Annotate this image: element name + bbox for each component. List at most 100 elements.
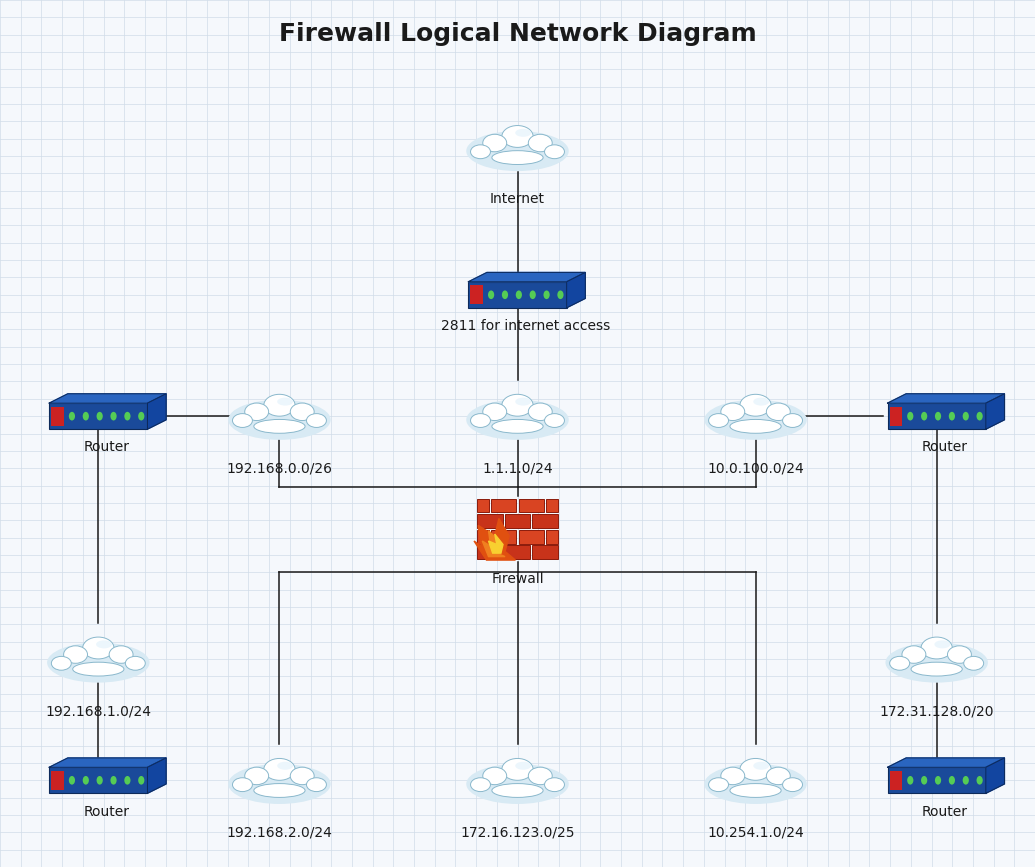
Ellipse shape — [68, 776, 76, 785]
Ellipse shape — [901, 646, 926, 663]
FancyBboxPatch shape — [50, 403, 148, 429]
Ellipse shape — [96, 641, 112, 649]
FancyBboxPatch shape — [532, 514, 558, 528]
Ellipse shape — [886, 642, 988, 682]
Text: Internet: Internet — [490, 192, 545, 206]
FancyBboxPatch shape — [546, 530, 558, 544]
Ellipse shape — [740, 394, 771, 416]
Ellipse shape — [921, 412, 927, 420]
Ellipse shape — [720, 403, 745, 420]
Ellipse shape — [471, 145, 491, 159]
Polygon shape — [985, 394, 1004, 429]
Ellipse shape — [544, 414, 564, 427]
Ellipse shape — [963, 412, 969, 420]
Ellipse shape — [963, 776, 969, 785]
Polygon shape — [985, 758, 1004, 793]
Polygon shape — [482, 531, 505, 557]
FancyBboxPatch shape — [888, 403, 985, 429]
Text: Router: Router — [922, 440, 968, 454]
Ellipse shape — [228, 400, 331, 440]
Ellipse shape — [528, 767, 553, 785]
Ellipse shape — [977, 776, 983, 785]
FancyBboxPatch shape — [470, 285, 482, 304]
Ellipse shape — [921, 776, 927, 785]
Ellipse shape — [907, 776, 914, 785]
Ellipse shape — [72, 662, 124, 676]
Ellipse shape — [753, 398, 769, 406]
Ellipse shape — [96, 776, 102, 785]
Ellipse shape — [125, 656, 145, 670]
Text: Firewall: Firewall — [492, 572, 543, 586]
FancyBboxPatch shape — [477, 545, 503, 559]
Ellipse shape — [492, 784, 543, 798]
Ellipse shape — [139, 412, 144, 420]
Ellipse shape — [111, 412, 117, 420]
FancyBboxPatch shape — [505, 545, 530, 559]
FancyBboxPatch shape — [505, 514, 530, 528]
Ellipse shape — [492, 151, 543, 165]
Text: 192.168.0.0/26: 192.168.0.0/26 — [227, 461, 332, 475]
Ellipse shape — [111, 776, 117, 785]
Polygon shape — [567, 272, 586, 308]
Polygon shape — [468, 272, 586, 282]
Ellipse shape — [766, 403, 791, 420]
Ellipse shape — [96, 412, 102, 420]
Ellipse shape — [907, 412, 914, 420]
FancyBboxPatch shape — [50, 767, 148, 793]
Text: 192.168.2.0/24: 192.168.2.0/24 — [227, 825, 332, 839]
Text: 10.254.1.0/24: 10.254.1.0/24 — [707, 825, 804, 839]
Ellipse shape — [471, 778, 491, 792]
Ellipse shape — [964, 656, 983, 670]
Ellipse shape — [264, 394, 295, 416]
Ellipse shape — [228, 764, 331, 804]
Ellipse shape — [482, 134, 507, 152]
Ellipse shape — [935, 641, 950, 649]
Ellipse shape — [290, 403, 315, 420]
Ellipse shape — [720, 767, 745, 785]
Ellipse shape — [83, 776, 89, 785]
Ellipse shape — [233, 778, 253, 792]
Ellipse shape — [740, 759, 771, 780]
Ellipse shape — [124, 412, 130, 420]
Ellipse shape — [557, 290, 563, 299]
Ellipse shape — [782, 778, 802, 792]
Ellipse shape — [502, 759, 533, 780]
Ellipse shape — [244, 403, 269, 420]
Polygon shape — [888, 394, 1004, 403]
Polygon shape — [148, 394, 166, 429]
Ellipse shape — [109, 646, 134, 663]
FancyBboxPatch shape — [546, 499, 558, 512]
Text: 172.16.123.0/25: 172.16.123.0/25 — [461, 825, 574, 839]
Ellipse shape — [264, 759, 295, 780]
Ellipse shape — [730, 420, 781, 434]
FancyBboxPatch shape — [52, 407, 63, 426]
Ellipse shape — [530, 290, 536, 299]
Ellipse shape — [277, 762, 293, 770]
Ellipse shape — [466, 131, 569, 171]
Polygon shape — [148, 758, 166, 793]
Ellipse shape — [471, 414, 491, 427]
Ellipse shape — [68, 412, 76, 420]
Polygon shape — [888, 758, 1004, 767]
FancyBboxPatch shape — [519, 499, 544, 512]
Polygon shape — [50, 394, 166, 403]
Ellipse shape — [124, 776, 130, 785]
Ellipse shape — [466, 764, 569, 804]
Text: Router: Router — [84, 805, 129, 818]
Ellipse shape — [515, 290, 522, 299]
Ellipse shape — [492, 420, 543, 434]
Ellipse shape — [766, 767, 791, 785]
Ellipse shape — [48, 642, 149, 682]
Ellipse shape — [83, 637, 114, 659]
FancyBboxPatch shape — [477, 530, 489, 544]
FancyBboxPatch shape — [491, 530, 516, 544]
Ellipse shape — [254, 784, 305, 798]
Ellipse shape — [515, 398, 531, 406]
Polygon shape — [474, 518, 515, 560]
FancyBboxPatch shape — [477, 499, 489, 512]
Text: Router: Router — [922, 805, 968, 818]
Ellipse shape — [482, 403, 507, 420]
Ellipse shape — [502, 394, 533, 416]
FancyBboxPatch shape — [532, 545, 558, 559]
Text: Router: Router — [84, 440, 129, 454]
